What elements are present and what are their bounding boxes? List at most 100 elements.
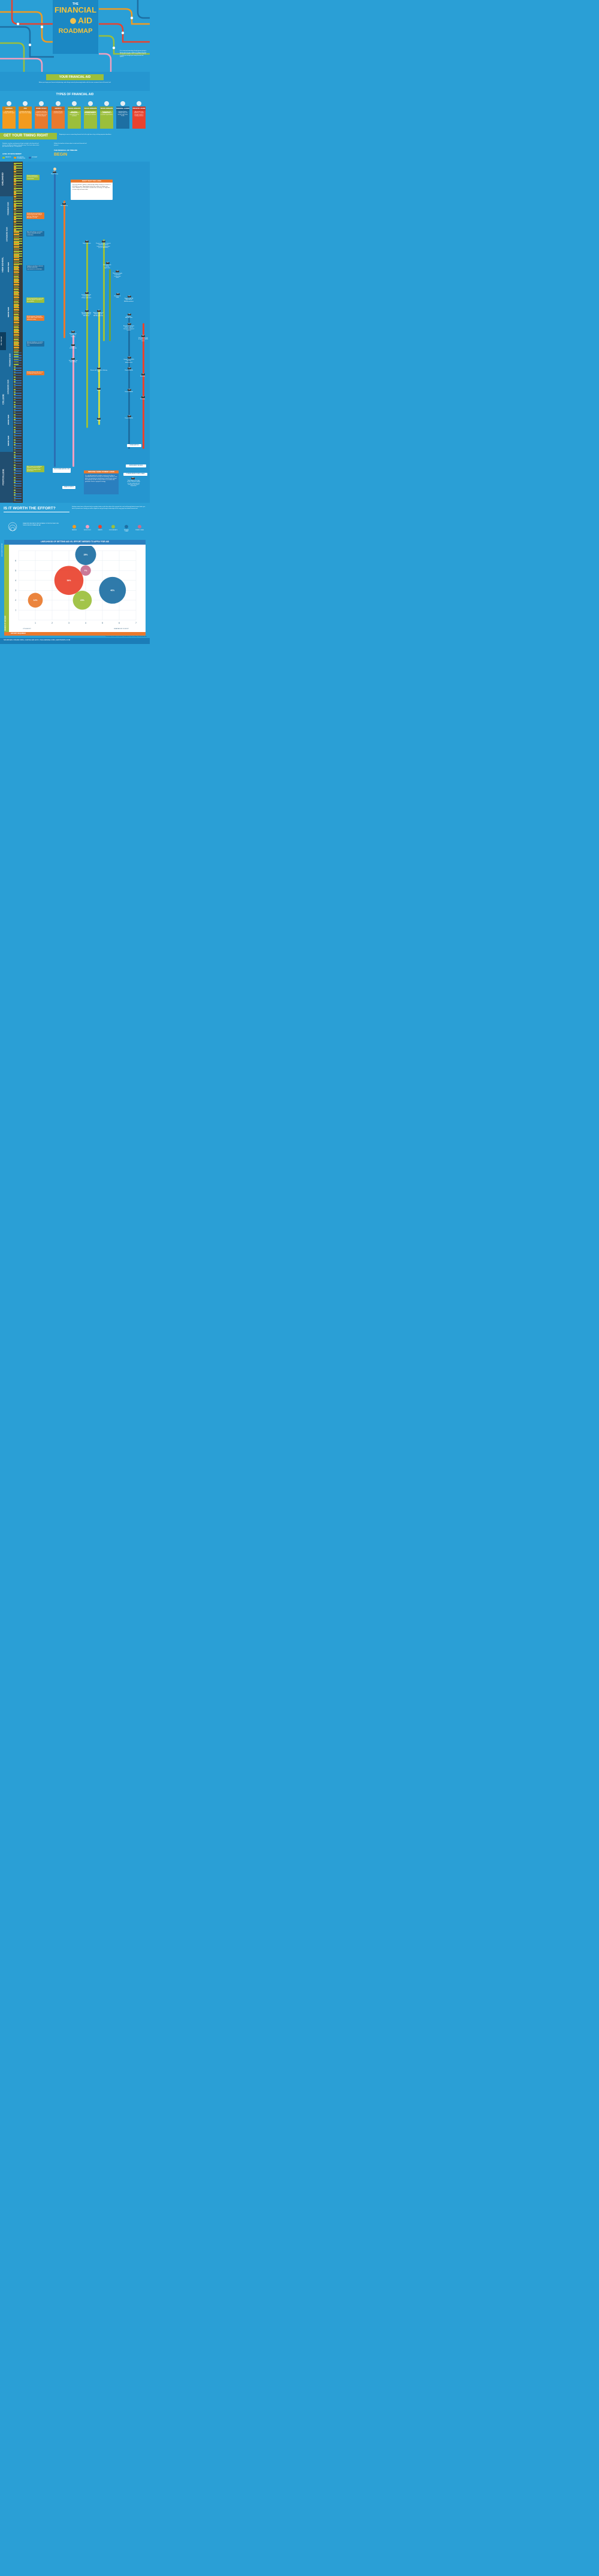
involvement-stripe [14,364,22,366]
month-jan-6: JAN [128,367,131,369]
involvement-stripe [14,364,19,365]
aid-type-label: GRANTS [52,107,65,111]
aid-type-desc: Includes jobs during high school and col… [19,111,31,114]
legend-label: WORK STUDY [83,530,92,531]
y-tick-label: 3 [15,589,16,591]
involvement-stripe [14,274,19,276]
involvement-stripe [14,360,22,361]
month-jun-3: JUN [71,344,75,346]
month-jan-8: JAN [128,389,131,391]
involvement-stripe [14,178,22,179]
timing-sub: Beginning to save or researching financi… [59,134,112,135]
dont-wait-title-bar [71,180,113,183]
involvement-stripe [14,320,19,321]
legend-savings-icon [72,525,76,528]
involvement-stripe [14,344,19,345]
involvement-stripe [14,452,22,454]
event-institutional-grants: Institutional grants automatic with coll… [81,294,92,299]
involvement-stripe [14,298,19,300]
graduation-badge: GRADUATION [127,444,141,447]
your-aid-section: YOUR FINANCIAL AID Before you begin your… [0,72,150,91]
worth-heading: IS IT WORTH THE EFFORT? [4,506,56,511]
month-mar: MAR [71,331,75,333]
involvement-stripe [14,273,19,275]
involvement-stripe [14,248,22,250]
timeline-title: THE FINANCIAL AID TIMELINE [54,150,78,151]
involvement-stripe [14,424,16,426]
involvement-stripe [14,404,16,405]
involvement-stripe [14,348,19,350]
involvement-stripe [14,168,22,169]
involvement-stripe [14,494,16,496]
involvement-stripe [14,190,22,192]
involvement-stripe [14,163,22,164]
involvement-stripe [14,342,19,344]
involvement-stripe [14,469,16,470]
x-tick-label: 1 [35,622,36,624]
involvement-stripe [14,185,22,187]
legend-parents-swatch [2,157,5,159]
y-tick-label: 6 [15,560,16,562]
title-line-2: FINANCIAL [54,5,97,14]
involvement-stripe [14,438,22,439]
sources-bar [0,638,150,644]
event-renew-fafsa-2: Renew FAFSA [125,391,133,393]
involvement-stripe [14,377,22,379]
involvement-stripe [14,221,16,223]
event-prepare-materials: Prepare any extra materials needed for s… [96,243,111,248]
bubble-label: 14% [34,599,38,602]
month-sep-6: SEP [131,478,135,479]
track-grants [86,242,88,428]
involvement-stripe [14,179,16,180]
event-student-signs-mpn: Student signs MPN for loan disbursement [123,359,134,363]
legend-label: GRANTS [98,530,102,531]
aid-type-label: FEDERAL LOANS [116,107,129,111]
involvement-stripe [14,448,22,449]
involvement-stripe [14,299,19,301]
involvement-stripe [14,291,19,292]
aid-type-card: SCHOLARSHIPS FEDERAL Any federal scholars… [68,101,81,129]
involvement-stripe [14,175,22,177]
fill-gap-panel [0,332,6,350]
legend-label: FEDERAL LOANS [123,530,129,533]
involvement-stripe [14,267,19,268]
bubble-work-study [75,546,96,566]
involvement-stripe [14,500,22,502]
event-renew-fafsa-1: Renew FAFSA [125,370,133,371]
involvement-stripe [14,312,19,314]
month-jan-3: JAN [97,310,101,312]
dont-wait-text: For many families, putting a child throu… [72,184,111,190]
aid-type-icon [137,101,141,106]
track-sch-inst [103,239,105,341]
year-col-junior: JUNIOR YEAR [8,414,10,426]
involvement-stripe [14,390,22,391]
aid-type-desc: Includes Pell and institutional grants [53,111,63,114]
involvement-stripe [14,301,19,302]
involvement-stripe [14,292,19,293]
month-jul-2: JUL [141,396,145,398]
timing-banner [0,133,57,139]
involvement-stripe [14,385,22,386]
involvement-stripe [14,460,22,461]
involvement-stripe [14,239,19,241]
involvement-stripe [14,169,16,170]
aid-type-icon [104,101,109,106]
involvement-stripe [14,400,22,402]
involvement-stripe [14,229,16,230]
aid-type-icon [39,101,44,106]
involvement-stripe [14,391,16,393]
involvement-stripe [14,345,19,346]
involvement-stripe [14,236,19,238]
your-aid-banner [46,74,104,80]
involvement-stripe [14,333,19,335]
repaying-title: REPAYING THOSE STUDENT LOANS [88,471,114,473]
involvement-stripe [14,259,19,260]
month-jul-1: JUL [141,373,145,375]
legend-label: SCHOLARSHIPS [109,530,118,531]
bubble-private-loans [80,565,91,576]
month-jun-1: JUN [102,241,105,242]
month-dec-2: DEC [128,296,131,297]
involvement-stripe [14,446,16,448]
involvement-stripe [14,354,19,355]
event-research-apply-general: Research & apply for general scholarship… [113,273,122,278]
